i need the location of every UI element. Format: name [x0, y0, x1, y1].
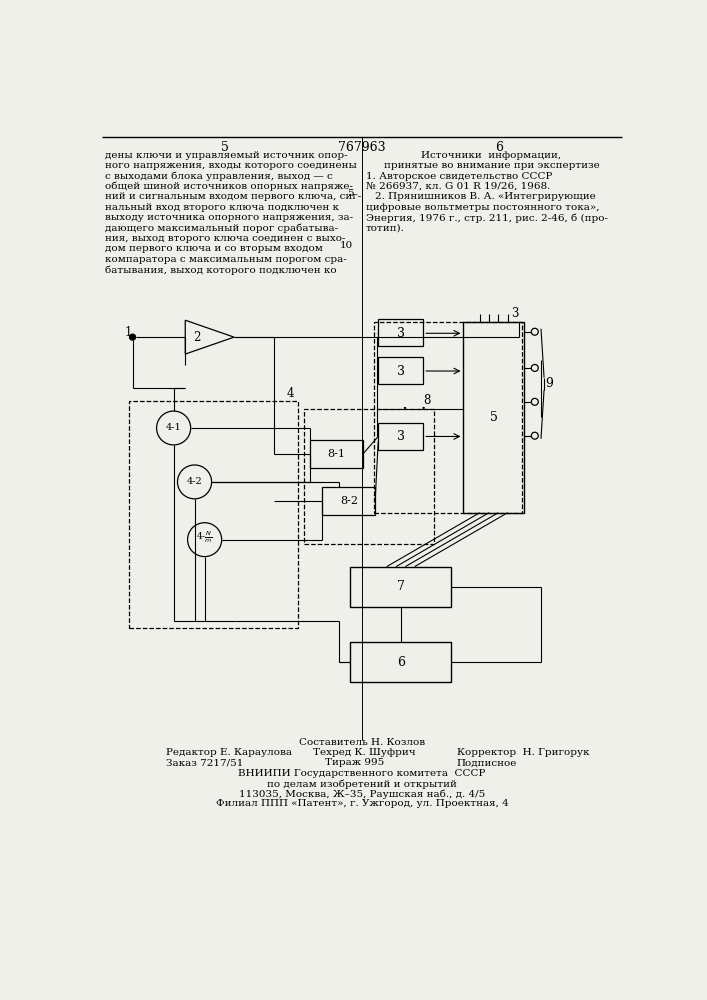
Bar [304, 409, 434, 544]
Text: 1: 1 [125, 326, 132, 339]
Text: Тираж 995: Тираж 995 [325, 758, 384, 767]
Text: нальный вход второго ключа подключен к: нальный вход второго ключа подключен к [105, 203, 339, 212]
Text: 8-2: 8-2 [340, 496, 358, 506]
Bar [310, 440, 363, 468]
Text: 8-1: 8-1 [327, 449, 346, 459]
Text: 4: 4 [286, 387, 293, 400]
Text: 4-2: 4-2 [187, 477, 202, 486]
Bar [378, 319, 423, 346]
Text: общей шиной источников опорных напряже-: общей шиной источников опорных напряже- [105, 182, 354, 191]
Text: 6: 6 [397, 656, 404, 669]
Text: 3: 3 [511, 307, 518, 320]
Text: Филиал ППП «Патент», г. Ужгород, ул. Проектная, 4: Филиал ППП «Патент», г. Ужгород, ул. Про… [216, 799, 508, 808]
Text: дающего максимальный порог срабатыва-: дающего максимальный порог срабатыва- [105, 224, 339, 233]
Text: компаратора с максимальным порогом сра-: компаратора с максимальным порогом сра- [105, 255, 347, 264]
Text: 8: 8 [423, 394, 430, 407]
Text: ний и сигнальным входом первого ключа, сиг-: ний и сигнальным входом первого ключа, с… [105, 192, 362, 201]
Text: цифровые вольтметры постоянного тока»,: цифровые вольтметры постоянного тока», [366, 203, 600, 212]
Text: 3: 3 [397, 430, 404, 443]
Text: по делам изобретений и открытий: по делам изобретений и открытий [267, 779, 457, 789]
Text: 4-$\frac{N}{m}$: 4-$\frac{N}{m}$ [196, 530, 213, 545]
Text: дены ключи и управляемый источник опор-: дены ключи и управляемый источник опор- [105, 151, 348, 160]
Text: дом первого ключа и со вторым входом: дом первого ключа и со вторым входом [105, 244, 323, 253]
Text: ВНИИПИ Государственного комитета  СССР: ВНИИПИ Государственного комитета СССР [238, 769, 486, 778]
Text: Заказ 7217/51: Заказ 7217/51 [166, 758, 243, 767]
Text: 2: 2 [193, 331, 201, 344]
Text: Составитель Н. Козлов: Составитель Н. Козлов [299, 738, 425, 747]
Bar [464, 322, 524, 513]
Text: с выходами блока управления, выход — с: с выходами блока управления, выход — с [105, 172, 333, 181]
Text: принятые во внимание при экспертизе: принятые во внимание при экспертизе [383, 161, 600, 170]
Text: Корректор  Н. Григорук: Корректор Н. Григорук [457, 748, 589, 757]
Bar [129, 401, 298, 628]
Text: 5: 5 [490, 411, 498, 424]
Text: батывания, выход которого подключен ко: батывания, выход которого подключен ко [105, 265, 337, 275]
Text: 113035, Москва, Ж–35, Раушская наб., д. 4/5: 113035, Москва, Ж–35, Раушская наб., д. … [239, 789, 485, 799]
Text: Техред К. Шуфрич: Техред К. Шуфрич [313, 748, 416, 757]
Bar [373, 322, 522, 513]
Text: Редактор Е. Караулова: Редактор Е. Караулова [166, 748, 292, 757]
Text: 1. Авторское свидетельство СССР: 1. Авторское свидетельство СССР [366, 172, 552, 181]
Text: ного напряжения, входы которого соединены: ного напряжения, входы которого соединен… [105, 161, 357, 170]
Bar [351, 567, 451, 607]
Circle shape [129, 334, 136, 340]
Text: 5: 5 [347, 189, 354, 198]
Text: ·  ·: · · [402, 400, 426, 418]
Text: 3: 3 [397, 327, 404, 340]
Text: выходу источника опорного напряжения, за-: выходу источника опорного напряжения, за… [105, 213, 354, 222]
Text: 7: 7 [397, 580, 404, 593]
Bar [378, 423, 423, 450]
Text: 4-1: 4-1 [165, 424, 182, 432]
Text: ния, выход второго ключа соединен с выхо-: ния, выход второго ключа соединен с выхо… [105, 234, 346, 243]
Text: 9: 9 [545, 377, 553, 390]
Text: 3: 3 [397, 365, 404, 378]
Bar [351, 642, 451, 682]
Text: Подписное: Подписное [457, 758, 517, 767]
Text: 2. Прянишников В. А. «Интегрирующие: 2. Прянишников В. А. «Интегрирующие [375, 192, 596, 201]
Bar [378, 357, 423, 384]
Text: № 266937, кл. G 01 R 19/26, 1968.: № 266937, кл. G 01 R 19/26, 1968. [366, 182, 550, 191]
Text: 5: 5 [221, 141, 228, 154]
Text: тотип).: тотип). [366, 224, 404, 233]
Text: Энергия, 1976 г., стр. 211, рис. 2-46, б (про-: Энергия, 1976 г., стр. 211, рис. 2-46, б… [366, 213, 608, 223]
Text: 6: 6 [495, 141, 503, 154]
Text: Источники  информации,: Источники информации, [421, 151, 561, 160]
Text: 767963: 767963 [338, 141, 386, 154]
Text: 10: 10 [340, 241, 354, 250]
Bar [322, 487, 375, 515]
